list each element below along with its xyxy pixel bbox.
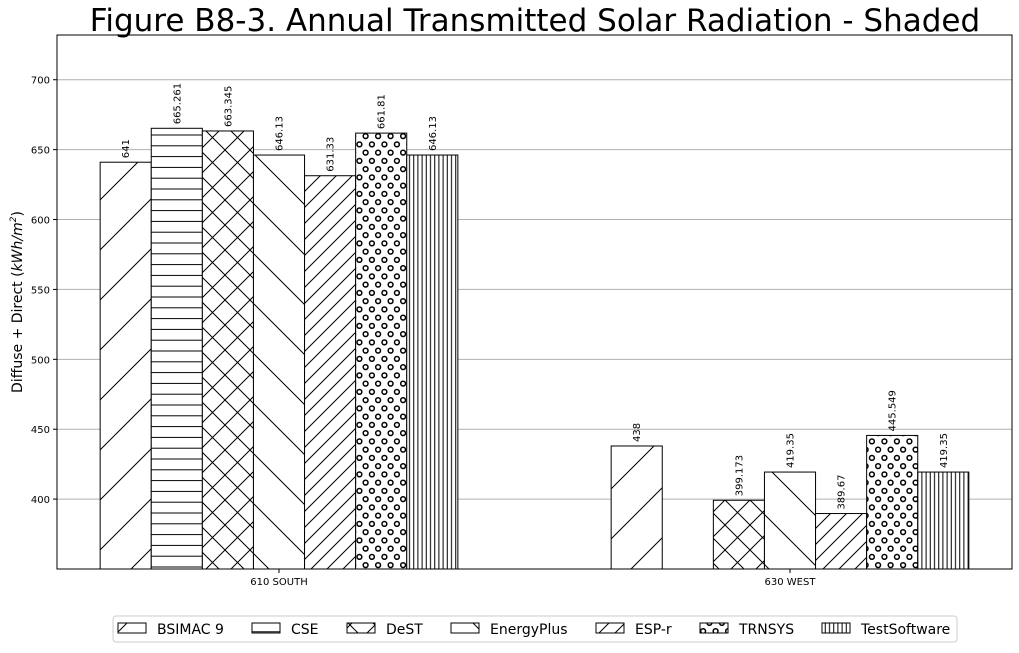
x-tick-label: 630 WEST <box>765 577 817 588</box>
y-axis: 400 450 500 550 600 650 700 <box>31 76 57 506</box>
y-tick-label: 500 <box>31 355 50 366</box>
bar-testsoftware-610-south <box>406 154 459 570</box>
data-label: 399.173 <box>734 455 745 496</box>
legend-swatch <box>251 622 281 634</box>
legend-item-bsimac-9: BSIMAC 9 <box>117 622 224 638</box>
bar-trnsys-610-south <box>355 132 408 570</box>
legend-label: BSIMAC 9 <box>157 622 224 638</box>
legend-label: CSE <box>291 622 319 638</box>
bar-esp-r-610-south <box>304 175 357 570</box>
data-labels: 641 665.261 663.345 646.13 631.33 661.81 646.1… <box>121 83 950 510</box>
legend-item-testsoftware: TestSoftware <box>821 622 950 638</box>
y-tick-label: 550 <box>31 285 50 296</box>
legend-item-dest: DeST <box>346 622 423 638</box>
bar-testsoftware-630-west <box>917 471 970 570</box>
data-label: 419.35 <box>786 433 797 468</box>
x-axis: 610 SOUTH 630 WEST <box>250 569 816 588</box>
legend-item-energyplus: EnergyPlus <box>450 622 568 638</box>
legend-label: ESP-r <box>635 622 672 638</box>
bar-bsimac-9-610-south <box>99 161 152 570</box>
plot-area-frame <box>56 34 1013 570</box>
legend-label: TestSoftware <box>860 622 950 638</box>
data-label: 646.13 <box>275 116 286 151</box>
data-label: 641 <box>121 139 132 158</box>
legend-swatch <box>699 622 729 634</box>
legend-swatch <box>450 622 480 634</box>
y-tick-label: 450 <box>31 425 50 436</box>
bar-trnsys-630-west <box>866 434 919 570</box>
legend-swatch <box>117 622 147 634</box>
legend-swatch <box>595 622 625 634</box>
legend-item-cse: CSE <box>251 622 319 638</box>
legend-label: TRNSYS <box>738 622 794 638</box>
bar-cse-610-south <box>150 127 203 570</box>
legend-label: DeST <box>386 622 423 638</box>
data-label: 445.549 <box>888 390 899 431</box>
data-label: 419.35 <box>939 433 950 468</box>
bar-energyplus-610-south <box>252 154 306 570</box>
y-tick-label: 400 <box>31 495 50 506</box>
bar-energyplus-630-west <box>763 471 817 570</box>
data-label: 631.33 <box>326 137 337 172</box>
data-label: 661.81 <box>377 94 388 129</box>
y-tick-label: 700 <box>31 76 50 87</box>
data-label: 646.13 <box>428 116 439 151</box>
data-label: 663.345 <box>223 86 234 127</box>
y-axis-title-unit: kWh/m <box>10 222 26 271</box>
chart-title: Figure B8-3. Annual Transmitted Solar Ra… <box>90 3 980 39</box>
bars <box>99 127 970 570</box>
bar-dest-610-south <box>201 130 254 570</box>
data-label: 665.261 <box>172 83 183 124</box>
legend-swatch <box>346 622 376 634</box>
legend-frame <box>112 615 958 643</box>
legend-label: EnergyPlus <box>490 622 568 638</box>
bar-esp-r-630-west <box>815 513 868 570</box>
legend: BSIMAC 9 CSE DeST EnergyPlus ESP-r TRNSYS Test… <box>112 615 958 643</box>
x-tick-label: 610 SOUTH <box>250 577 307 588</box>
y-axis-title-main: Diffuse + Direct ( <box>10 271 26 393</box>
legend-swatch <box>821 622 851 634</box>
y-axis-title-exp: 2 <box>9 216 19 222</box>
y-tick-label: 650 <box>31 146 50 157</box>
legend-item-trnsys: TRNSYS <box>699 622 794 638</box>
data-label: 438 <box>632 423 643 442</box>
legend-item-esp-r: ESP-r <box>595 622 672 638</box>
y-axis-title-close: ) <box>10 211 26 216</box>
y-tick-label: 600 <box>31 216 50 227</box>
data-label: 389.67 <box>837 475 848 510</box>
bar-bsimac-9-630-west <box>610 445 663 570</box>
bar-dest-630-west <box>712 499 765 570</box>
y-axis-title: Diffuse + Direct (kWh/m2) <box>9 211 26 393</box>
